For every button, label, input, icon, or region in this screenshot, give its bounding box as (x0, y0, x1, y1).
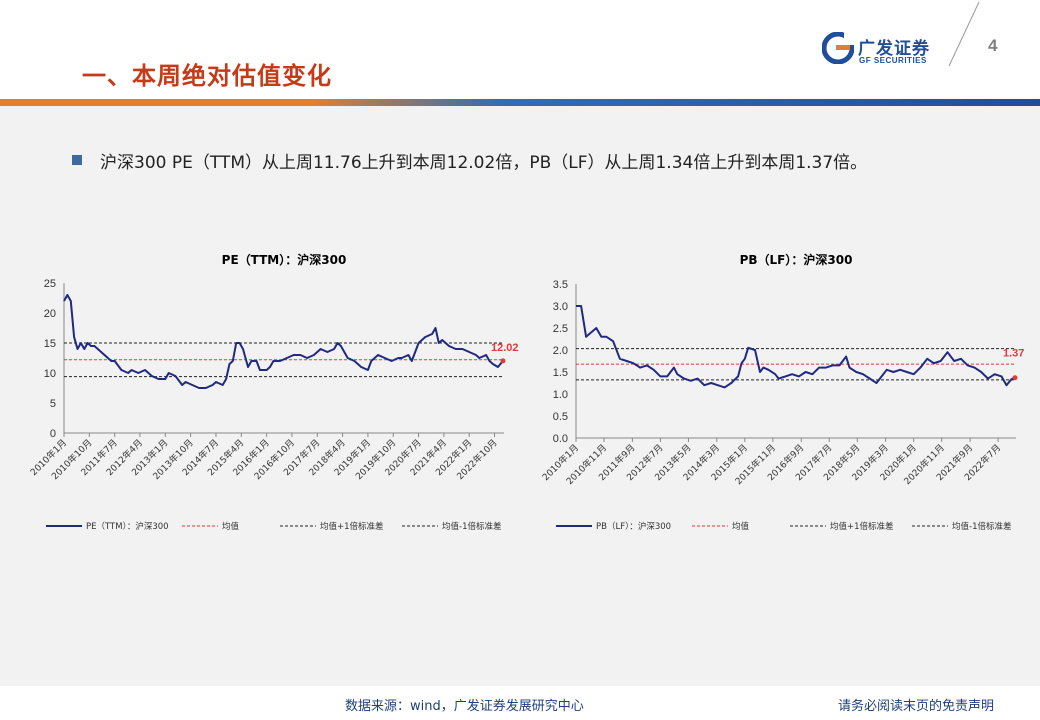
pb-chart: PB（LF）：沪深3000.00.51.01.52.02.53.03.52010… (540, 252, 1025, 532)
y-tick-label: 2.0 (553, 345, 568, 357)
data-source-note: 数据来源：wind，广发证券发展研究中心 (345, 699, 584, 714)
legend-label: 均值-1倍标准差 (952, 521, 1011, 532)
gf-logo-icon (822, 32, 854, 64)
company-logo: 广发证券 GF SECURITIES (822, 30, 972, 70)
series-line (576, 305, 1016, 389)
last-value-label: 1.37 (1003, 348, 1024, 360)
legend-label: 均值 (222, 521, 240, 532)
y-tick-label: 10 (44, 368, 56, 380)
y-tick-label: 0 (50, 428, 56, 440)
logo-text-en: GF SECURITIES (859, 56, 927, 65)
page-title: 一、本周绝对估值变化 (82, 62, 332, 90)
header-color-bar (0, 99, 1040, 106)
bullet-icon (72, 155, 82, 165)
y-tick-label: 25 (44, 278, 56, 290)
legend-label: 均值+1倍标准差 (830, 521, 894, 532)
y-tick-label: 0.0 (553, 433, 568, 445)
y-tick-label: 15 (44, 338, 56, 350)
legend-label: PE（TTM）：沪深300 (86, 521, 169, 532)
logo-text-cn: 广发证券 (858, 39, 930, 59)
header-slash-divider (948, 1, 980, 67)
series-line (63, 294, 504, 389)
page-number: 4 (988, 36, 998, 55)
last-point-marker (500, 358, 506, 364)
y-tick-label: 20 (44, 308, 56, 320)
legend-label: 均值 (732, 521, 750, 532)
bullet-text: 沪深300 PE（TTM）从上周11.76上升到本周12.02倍，PB（LF）从… (100, 153, 868, 173)
disclaimer-note[interactable]: 请务必阅读末页的免责声明 (838, 699, 995, 714)
y-tick-label: 0.5 (553, 411, 568, 423)
last-point-marker (1012, 375, 1018, 381)
pe-chart: PE（TTM）：沪深30005101520252010年1月2010年10月20… (28, 252, 519, 532)
y-tick-label: 1.0 (553, 389, 568, 401)
y-tick-label: 1.5 (553, 367, 568, 379)
last-value-label: 12.02 (491, 342, 519, 354)
legend-label: PB（LF）：沪深300 (596, 521, 671, 532)
content-area (0, 106, 1040, 686)
chart-title: PB（LF）：沪深300 (740, 252, 853, 267)
legend-label: 均值+1倍标准差 (320, 521, 384, 532)
y-tick-label: 2.5 (553, 323, 568, 335)
chart-title: PE（TTM）：沪深300 (222, 252, 347, 267)
y-tick-label: 3.0 (553, 301, 568, 313)
y-tick-label: 3.5 (553, 279, 568, 291)
y-tick-label: 5 (50, 398, 56, 410)
legend-label: 均值-1倍标准差 (442, 521, 501, 532)
